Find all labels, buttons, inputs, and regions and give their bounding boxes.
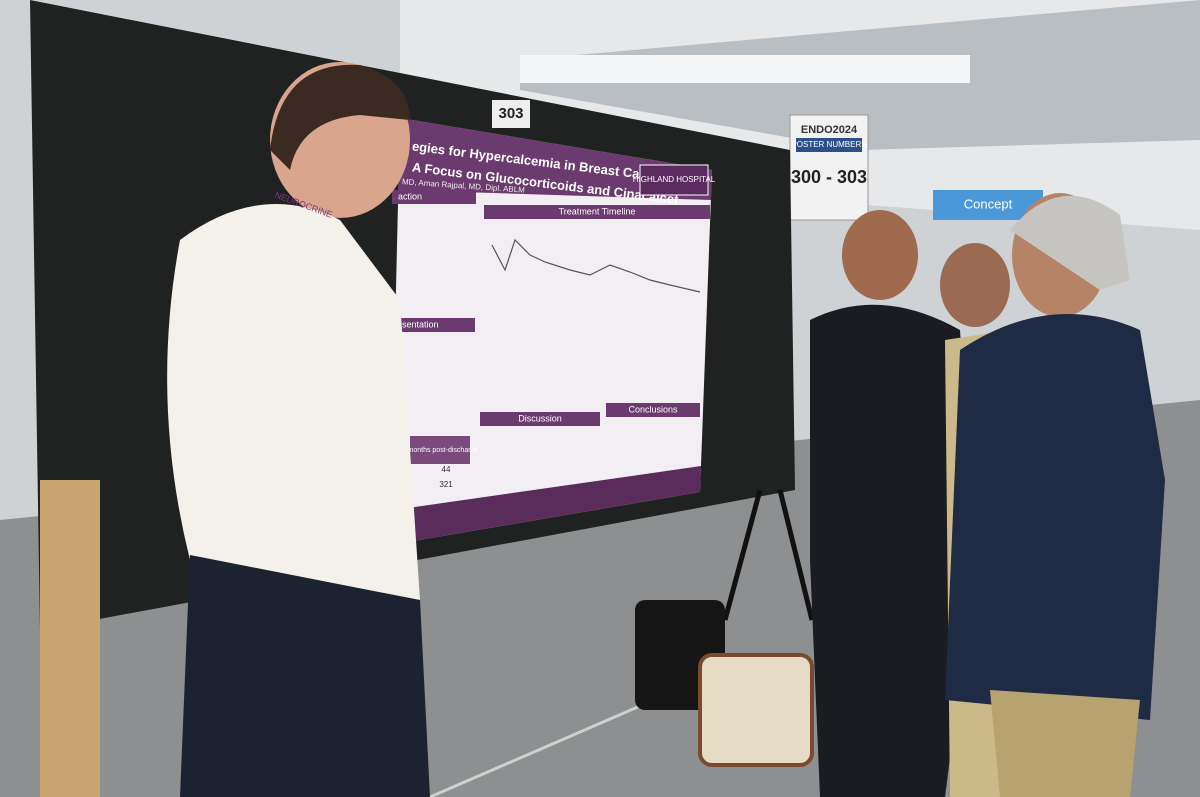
section-title: Presentation: [388, 319, 439, 329]
logo-box: [639, 164, 709, 196]
presenter-pants: [180, 555, 430, 797]
poster: [390, 118, 712, 545]
attendee-head: [940, 243, 1010, 327]
table-cell: 5 months post-discharge: [402, 447, 479, 454]
tube: [40, 480, 100, 797]
section-header: [480, 412, 600, 426]
attendee-blazer: [945, 314, 1165, 720]
board-number: 303: [498, 105, 523, 122]
attendee-hair: [1010, 195, 1130, 290]
table-cell: 44: [442, 465, 451, 474]
attendee-trousers: [990, 690, 1140, 797]
sign-range: 300 - 303: [791, 167, 867, 187]
section-header: [392, 190, 476, 204]
section-title: Treatment Timeline: [559, 206, 636, 216]
section-header: [606, 403, 700, 417]
attendee-suit: [810, 304, 975, 797]
section-title: Discussion: [518, 413, 562, 423]
easel-leg: [722, 489, 763, 621]
timeline-line: [491, 238, 701, 293]
attendee-head: [842, 210, 918, 300]
beige-bag: [698, 653, 814, 767]
section-header: [484, 205, 710, 219]
section-title: Conclusions: [628, 404, 678, 414]
presenter-hair: [270, 64, 410, 170]
section-title: action: [398, 191, 422, 201]
poster-logo: HIGHLAND HOSPITAL: [633, 175, 716, 184]
banner-text: Concept: [964, 196, 1013, 211]
poster-number-sign: [789, 114, 869, 221]
easel-leg: [777, 489, 815, 621]
section-header: [383, 318, 475, 332]
poster-footer: [390, 466, 701, 545]
sign-event: ENDO2024: [801, 124, 858, 136]
sign-label-bg: [796, 138, 862, 152]
skylight: [520, 55, 970, 83]
sign-label: POSTER NUMBERS: [791, 140, 866, 149]
poster-header: [398, 118, 712, 200]
table-header: [410, 436, 470, 464]
table-cell: 321: [439, 480, 453, 489]
board-number-tag: [492, 100, 530, 128]
presenter-shirt: [167, 204, 420, 600]
